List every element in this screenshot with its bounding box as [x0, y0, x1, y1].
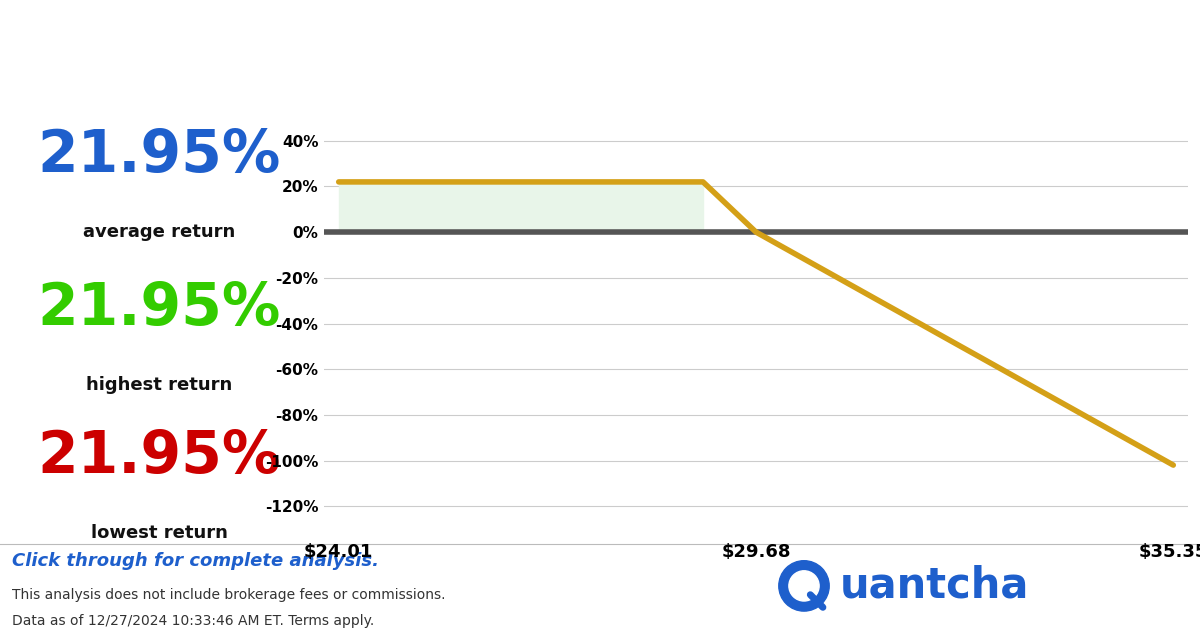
- Text: uantcha: uantcha: [840, 565, 1030, 607]
- Text: average return: average return: [83, 223, 235, 241]
- Text: highest return: highest return: [86, 376, 232, 394]
- Text: Click through for complete analysis.: Click through for complete analysis.: [12, 553, 379, 570]
- Text: lowest return: lowest return: [90, 524, 228, 542]
- Text: ZEEKR INTELLIGENT TECHNOLOGY HOLDING: ZEEKR INTELLIGENT TECHNOLOGY HOLDING: [12, 5, 1043, 47]
- Text: 21.95%: 21.95%: [37, 280, 281, 337]
- Text: Data as of 12/27/2024 10:33:46 AM ET. Terms apply.: Data as of 12/27/2024 10:33:46 AM ET. Te…: [12, 614, 374, 628]
- Circle shape: [788, 571, 820, 601]
- Text: This analysis does not include brokerage fees or commissions.: This analysis does not include brokerage…: [12, 588, 445, 602]
- Text: 21.95%: 21.95%: [37, 428, 281, 485]
- Text: Bear Call Spread analysis for $24.26-$28.96 model on 17-Jan-2025: Bear Call Spread analysis for $24.26-$28…: [12, 57, 607, 79]
- Circle shape: [779, 561, 829, 611]
- Polygon shape: [338, 182, 703, 232]
- Text: 21.95%: 21.95%: [37, 127, 281, 184]
